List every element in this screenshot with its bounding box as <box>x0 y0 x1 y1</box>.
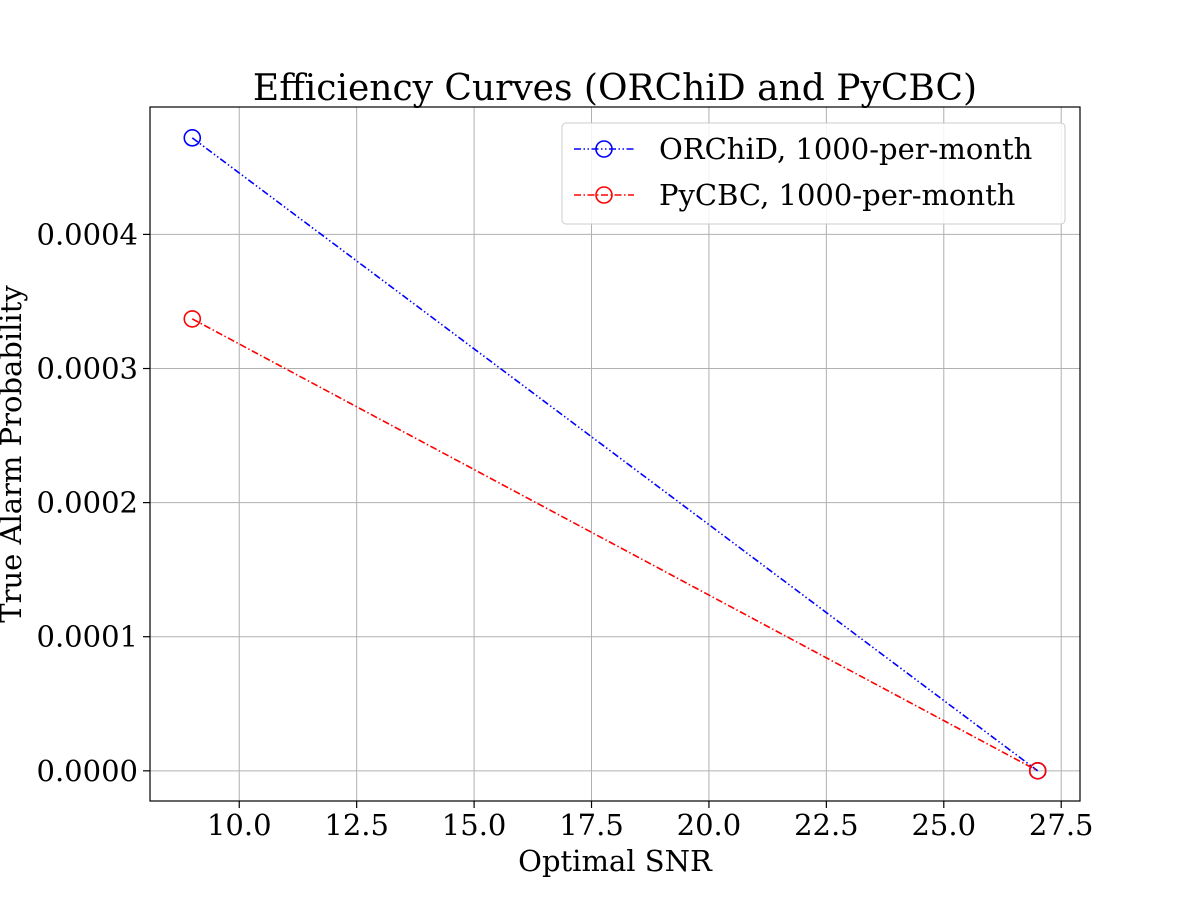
series-line-1 <box>191 137 1039 772</box>
legend-label: PyCBC, 1000-per-month <box>659 178 1015 212</box>
y-tick-label: 0.0003 <box>37 352 138 386</box>
tick-layer: 10.0 12.5 15.0 17.5 20.0 22.5 25.0 27.5 0.0000 0.… <box>37 217 1094 842</box>
legend: ORChiD, 1000-per-month PyCBC, 1000-per-mo… <box>561 122 1066 225</box>
x-tick-label: 15.0 <box>442 808 507 842</box>
x-tick-label: 27.5 <box>1029 808 1094 842</box>
legend-swatch-marker <box>595 140 613 158</box>
x-tick-label: 12.5 <box>324 808 389 842</box>
y-tick-label: 0.0002 <box>37 486 138 520</box>
series-line-2 <box>191 318 1039 772</box>
x-tick-label: 25.0 <box>911 808 976 842</box>
y-tick-label: 0.0004 <box>37 217 138 251</box>
y-tick-label: 0.0000 <box>37 754 138 788</box>
y-tick-label: 0.0001 <box>37 620 138 654</box>
x-axis-label: Optimal SNR <box>518 844 713 878</box>
x-tick-label: 22.5 <box>794 808 859 842</box>
y-axis-label: True Alarm Probability <box>0 285 28 623</box>
x-tick-label: 17.5 <box>559 808 624 842</box>
x-tick-label: 10.0 <box>207 808 272 842</box>
series-point-2 <box>1028 762 1047 780</box>
series-point-2 <box>183 310 202 328</box>
legend-label: ORChiD, 1000-per-month <box>659 132 1032 166</box>
legend-swatch-marker <box>595 186 613 204</box>
chart-title: Efficiency Curves (ORChiD and PyCBC) <box>253 68 977 109</box>
series-point-1 <box>183 129 202 147</box>
legend-box <box>561 122 1066 225</box>
x-tick-label: 20.0 <box>677 808 742 842</box>
series-layer <box>183 129 1047 780</box>
plot-frame <box>149 106 1081 802</box>
